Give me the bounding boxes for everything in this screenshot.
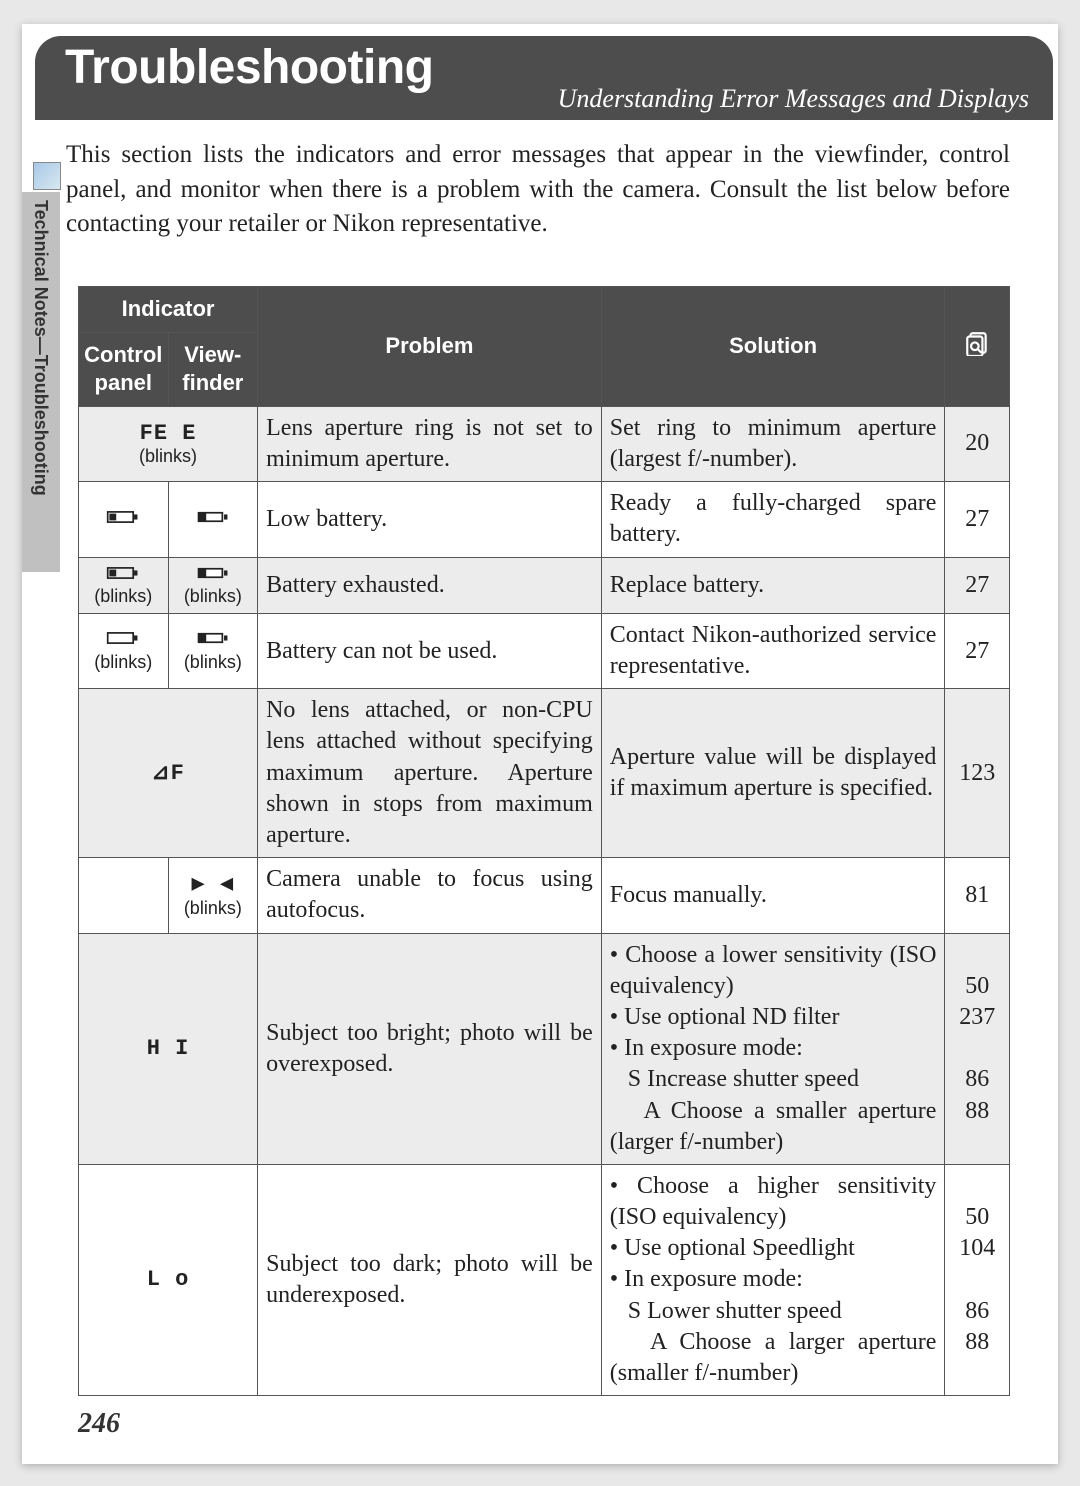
note-icon bbox=[33, 162, 61, 190]
page-number: 246 bbox=[78, 1408, 120, 1440]
reference-cell: 20 bbox=[945, 406, 1010, 481]
solution-cell: Focus manually. bbox=[601, 858, 945, 933]
solution-cell: Aperture value will be dis­played if max… bbox=[601, 689, 945, 858]
problem-cell: Low battery. bbox=[258, 482, 602, 557]
reference-icon bbox=[964, 336, 990, 361]
reference-cell: 50237 8688 bbox=[945, 933, 1010, 1164]
hdr-reference bbox=[945, 287, 1010, 407]
reference-cell: 50104 8688 bbox=[945, 1164, 1010, 1395]
problem-cell: Subject too bright; photo will be overex… bbox=[258, 933, 602, 1164]
solution-cell: • Choose a lower sensitivity (ISO equiva… bbox=[601, 933, 945, 1164]
problem-cell: Lens aperture ring is not set to minimum… bbox=[258, 406, 602, 481]
control-panel-indicator bbox=[79, 858, 169, 933]
table-row: ⊿FNo lens attached, or non-CPU lens atta… bbox=[79, 689, 1010, 858]
solution-cell: Replace battery. bbox=[601, 557, 945, 613]
table-row: ▶ ◀(blinks)Camera unable to focus using … bbox=[79, 858, 1010, 933]
control-panel-indicator: (blinks) bbox=[79, 613, 169, 688]
hdr-control-panel: Control panel bbox=[79, 332, 169, 406]
hdr-indicator: Indicator bbox=[79, 287, 258, 333]
problem-cell: Battery can not be used. bbox=[258, 613, 602, 688]
control-panel-indicator: (blinks) bbox=[79, 557, 169, 613]
table-row: FE E(blinks)Lens aperture ring is not se… bbox=[79, 406, 1010, 481]
solution-cell: Contact Nikon-authorized ser­vice repres… bbox=[601, 613, 945, 688]
table-row: (blinks)(blinks)Battery can not be used.… bbox=[79, 613, 1010, 688]
reference-cell: 81 bbox=[945, 858, 1010, 933]
page-subtitle: Understanding Error Messages and Display… bbox=[558, 84, 1029, 114]
table-row: Low battery.Ready a fully-charged spare … bbox=[79, 482, 1010, 557]
reference-cell: 27 bbox=[945, 613, 1010, 688]
control-panel-indicator bbox=[79, 482, 169, 557]
page-header: Troubleshooting Understanding Error Mess… bbox=[35, 36, 1053, 120]
table-row: H ISubject too bright; photo will be ove… bbox=[79, 933, 1010, 1164]
viewfinder-indicator: ▶ ◀(blinks) bbox=[168, 858, 258, 933]
indicator-cell: ⊿F bbox=[79, 689, 258, 858]
indicator-cell: FE E(blinks) bbox=[79, 406, 258, 481]
reference-cell: 123 bbox=[945, 689, 1010, 858]
hdr-solution: Solution bbox=[601, 287, 945, 407]
problem-cell: Subject too dark; photo will be underexp… bbox=[258, 1164, 602, 1395]
problem-cell: No lens attached, or non-CPU lens attach… bbox=[258, 689, 602, 858]
intro-paragraph: This section lists the indicators and er… bbox=[66, 138, 1010, 242]
battery-icon bbox=[196, 629, 230, 652]
battery-icon bbox=[106, 629, 140, 652]
hdr-viewfinder: View­finder bbox=[168, 332, 258, 406]
table-row: L oSubject too dark; photo will be under… bbox=[79, 1164, 1010, 1395]
reference-cell: 27 bbox=[945, 482, 1010, 557]
problem-cell: Camera unable to focus using autofocus. bbox=[258, 858, 602, 933]
hdr-problem: Problem bbox=[258, 287, 602, 407]
table-body: FE E(blinks)Lens aperture ring is not se… bbox=[79, 406, 1010, 1395]
viewfinder-indicator: (blinks) bbox=[168, 613, 258, 688]
solution-cell: Set ring to minimum aperture (largest f/… bbox=[601, 406, 945, 481]
error-table: Indicator Problem Solution Control panel… bbox=[78, 286, 1010, 1396]
indicator-cell: L o bbox=[79, 1164, 258, 1395]
viewfinder-indicator bbox=[168, 482, 258, 557]
manual-page: Troubleshooting Understanding Error Mess… bbox=[22, 24, 1058, 1464]
battery-icon bbox=[196, 564, 230, 587]
indicator-cell: H I bbox=[79, 933, 258, 1164]
reference-cell: 27 bbox=[945, 557, 1010, 613]
side-tab-label: Technical Notes—Troubleshooting bbox=[30, 200, 51, 496]
table-header: Indicator Problem Solution Control panel… bbox=[79, 287, 1010, 407]
battery-icon bbox=[106, 564, 140, 587]
viewfinder-indicator: (blinks) bbox=[168, 557, 258, 613]
battery-icon bbox=[106, 508, 140, 531]
table-row: (blinks)(blinks)Battery exhausted.Replac… bbox=[79, 557, 1010, 613]
error-table-wrap: Indicator Problem Solution Control panel… bbox=[78, 286, 1010, 1396]
problem-cell: Battery exhausted. bbox=[258, 557, 602, 613]
battery-icon bbox=[196, 508, 230, 531]
solution-cell: Ready a fully-charged spare battery. bbox=[601, 482, 945, 557]
solution-cell: • Choose a higher sensitivity (ISO equiv… bbox=[601, 1164, 945, 1395]
